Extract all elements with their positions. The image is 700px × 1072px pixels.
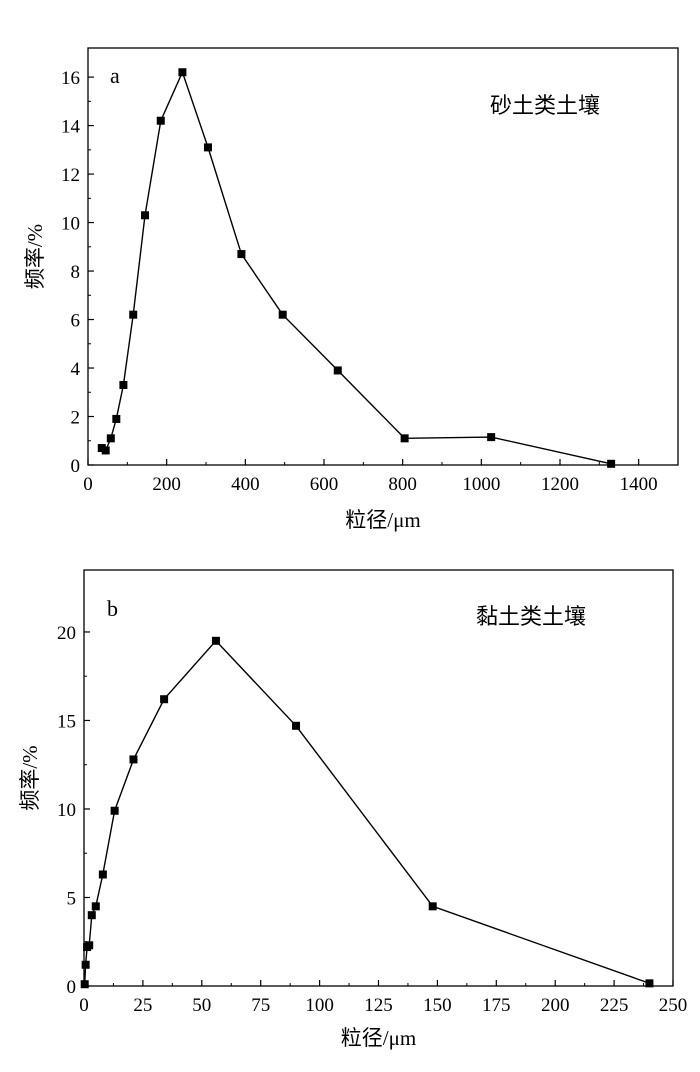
y-axis-title: 频率/% [18, 745, 42, 810]
y-tick-label: 15 [57, 711, 76, 732]
data-point [156, 116, 165, 125]
soil-type-annotation: 砂土类土壤 [490, 93, 600, 118]
y-tick-label: 4 [71, 359, 81, 380]
x-tick-label: 100 [305, 995, 334, 1016]
panel-b-chart: 0 25 50 75 100 125 150 175 200 225 250 0 5 10 15 20 粒径/μ… [18, 569, 688, 1050]
x-tick-label: 400 [231, 474, 260, 495]
data-point [178, 68, 187, 77]
y-tick-label: 10 [57, 800, 76, 821]
y-tick-label: 6 [71, 311, 81, 332]
y-tick-label: 0 [67, 977, 77, 998]
data-point [129, 310, 138, 319]
y-axis-title: 频率/% [23, 224, 47, 289]
x-tick-label: 200 [152, 474, 181, 495]
series-line [84, 639, 650, 985]
data-point [333, 366, 342, 375]
y-tick-label: 10 [61, 214, 80, 235]
data-point [119, 380, 128, 389]
x-tick-label: 175 [482, 995, 511, 1016]
x-tick-label: 200 [541, 995, 570, 1016]
data-point [87, 911, 96, 920]
x-axis-title: 粒径/μm [341, 1026, 416, 1050]
data-point [112, 414, 121, 423]
data-point [160, 695, 169, 704]
x-tick-label: 50 [192, 995, 211, 1016]
data-point [292, 721, 301, 730]
data-point [98, 870, 107, 879]
x-tick-label: 25 [133, 995, 152, 1016]
y-tick-label: 20 [57, 623, 76, 644]
x-tick-label: 800 [388, 474, 417, 495]
data-point [487, 433, 496, 442]
data-point [428, 902, 437, 911]
y-tick-label: 16 [61, 68, 80, 89]
soil-type-annotation: 黏土类土壤 [476, 604, 586, 629]
x-tick-label: 125 [364, 995, 393, 1016]
series-line [101, 70, 612, 465]
x-tick-label: 75 [251, 995, 270, 1016]
y-tick-label: 0 [71, 456, 81, 477]
data-point [101, 446, 110, 455]
data-point [129, 755, 138, 764]
panel-a-chart: 0 200 400 600 800 1000 1200 1400 0 2 4 6 8 10 12 14 16 粒径… [23, 47, 679, 532]
panel-letter: a [110, 63, 120, 88]
data-point [400, 434, 409, 443]
y-tick-label: 2 [71, 408, 81, 429]
x-tick-label: 600 [310, 474, 339, 495]
data-point [80, 980, 89, 989]
x-tick-label: 0 [83, 474, 93, 495]
data-point [141, 211, 150, 220]
data-point [91, 902, 100, 911]
panel-letter: b [107, 596, 118, 621]
data-point [106, 434, 115, 443]
plot-frame [83, 569, 674, 987]
y-tick-label: 14 [61, 117, 81, 138]
plot-frame [87, 47, 679, 466]
data-point [237, 250, 246, 259]
x-tick-label: 1000 [462, 474, 500, 495]
y-tick-label: 8 [71, 262, 81, 283]
x-tick-label: 1400 [620, 474, 658, 495]
x-tick-label: 225 [600, 995, 629, 1016]
data-point [211, 636, 220, 645]
data-point [607, 459, 616, 468]
x-tick-label: 250 [659, 995, 688, 1016]
y-tick-label: 12 [61, 165, 80, 186]
data-point [85, 941, 94, 950]
data-point [81, 960, 90, 969]
x-axis-title: 粒径/μm [345, 508, 420, 532]
data-point [110, 806, 119, 815]
x-tick-label: 0 [79, 995, 89, 1016]
x-tick-label: 1200 [541, 474, 579, 495]
x-tick-label: 150 [423, 995, 452, 1016]
data-point [278, 310, 287, 319]
data-point [203, 143, 212, 152]
y-tick-label: 5 [67, 888, 77, 909]
data-point [645, 979, 654, 988]
